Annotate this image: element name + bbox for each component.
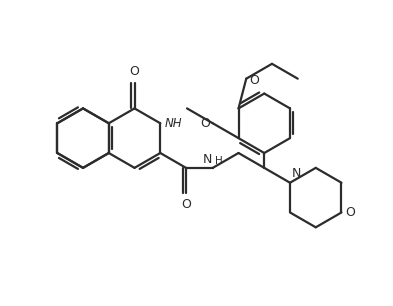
Text: O: O (249, 74, 259, 87)
Text: NH: NH (164, 117, 182, 130)
Text: H: H (215, 156, 222, 166)
Text: O: O (130, 65, 140, 78)
Text: O: O (345, 206, 355, 219)
Text: O: O (200, 117, 210, 130)
Text: N: N (202, 153, 212, 166)
Text: N: N (292, 167, 301, 180)
Text: O: O (181, 198, 191, 211)
